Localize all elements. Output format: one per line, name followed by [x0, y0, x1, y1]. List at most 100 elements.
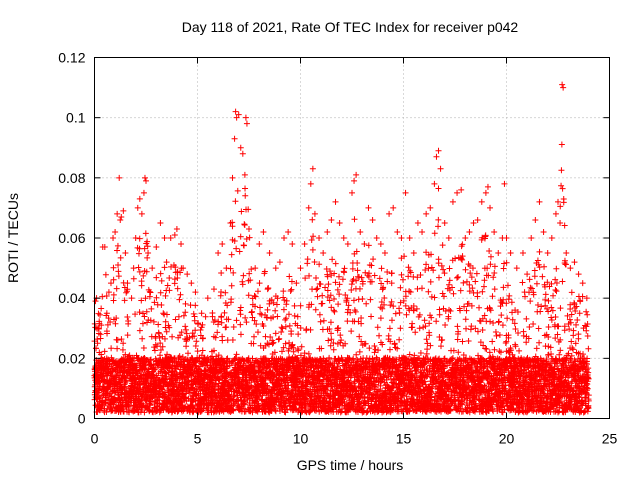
data-point-marker	[137, 373, 144, 380]
data-point-marker	[124, 332, 131, 339]
data-point-marker	[139, 320, 146, 327]
data-point-marker	[219, 333, 226, 340]
data-point-marker	[147, 402, 154, 409]
data-point-marker	[158, 301, 165, 308]
data-point-marker	[233, 317, 240, 324]
data-point-marker	[183, 330, 190, 337]
data-point-marker	[392, 310, 399, 317]
data-point-marker	[190, 310, 197, 317]
data-point-marker	[143, 268, 150, 275]
data-point-marker	[254, 329, 261, 336]
data-point-marker	[105, 315, 112, 322]
data-point-marker	[155, 330, 162, 337]
data-point-marker	[435, 223, 442, 230]
data-point-marker	[251, 333, 258, 340]
data-point-marker	[154, 343, 161, 350]
data-point-marker	[182, 309, 189, 316]
data-point-marker	[406, 267, 413, 274]
data-point-marker	[317, 281, 324, 288]
data-point-marker	[114, 337, 121, 344]
data-point-marker	[218, 270, 225, 277]
data-point-marker	[319, 300, 326, 307]
data-point-marker	[257, 310, 264, 317]
data-point-marker	[228, 251, 235, 258]
data-point-marker	[113, 285, 120, 292]
data-point-marker	[202, 313, 209, 320]
data-point-marker	[387, 302, 394, 309]
data-point-marker	[324, 287, 331, 294]
data-point-marker	[431, 294, 438, 301]
data-points	[91, 81, 592, 416]
data-point-marker	[144, 243, 151, 250]
data-point-marker	[280, 288, 287, 295]
data-point-marker	[191, 357, 198, 364]
data-point-marker	[312, 306, 319, 313]
data-point-marker	[191, 333, 198, 340]
data-point-marker	[172, 316, 179, 323]
data-point-marker	[176, 296, 183, 303]
data-point-marker	[431, 230, 438, 237]
data-point-marker	[136, 245, 143, 252]
data-point-marker	[163, 373, 170, 380]
data-point-marker	[153, 274, 160, 281]
data-point-marker	[115, 273, 122, 280]
data-point-marker	[242, 192, 249, 199]
data-point-marker	[272, 307, 279, 314]
data-point-marker	[344, 318, 351, 325]
data-point-marker	[156, 394, 163, 401]
data-point-marker	[269, 340, 276, 347]
data-point-marker	[103, 408, 110, 415]
data-point-marker	[140, 272, 147, 279]
data-point-marker	[349, 265, 356, 272]
data-point-marker	[313, 274, 320, 281]
data-point-marker	[291, 302, 298, 309]
data-point-marker	[237, 304, 244, 311]
data-point-marker	[426, 320, 433, 327]
data-point-marker	[135, 264, 142, 271]
data-point-marker	[176, 379, 183, 386]
data-point-marker	[166, 287, 173, 294]
data-point-marker	[136, 309, 143, 316]
data-point-marker	[143, 308, 150, 315]
data-point-marker	[303, 326, 310, 333]
data-point-marker	[386, 346, 393, 353]
data-point-marker	[365, 242, 372, 249]
data-point-marker	[110, 276, 117, 283]
data-point-marker	[416, 325, 423, 332]
data-point-marker	[331, 308, 338, 315]
data-point-marker	[330, 296, 337, 303]
data-point-marker	[197, 408, 204, 415]
data-point-marker	[396, 305, 403, 312]
data-point-marker	[370, 256, 377, 263]
data-point-marker	[275, 336, 282, 343]
data-point-marker	[358, 315, 365, 322]
data-point-marker	[114, 247, 121, 254]
data-point-marker	[141, 313, 148, 320]
data-point-marker	[107, 318, 114, 325]
data-point-marker	[356, 348, 363, 355]
data-point-marker	[371, 272, 378, 279]
data-point-marker	[164, 282, 171, 289]
data-point-marker	[161, 264, 168, 271]
data-point-marker	[177, 332, 184, 339]
data-point-marker	[376, 332, 383, 339]
data-point-marker	[136, 235, 143, 242]
data-point-marker	[140, 310, 147, 317]
data-point-marker	[95, 387, 102, 394]
data-point-marker	[144, 238, 151, 245]
data-point-marker	[110, 291, 117, 298]
data-point-marker	[320, 317, 327, 324]
data-point-marker	[286, 322, 293, 329]
data-point-marker	[228, 282, 235, 289]
data-point-marker	[237, 321, 244, 328]
data-point-marker	[242, 185, 249, 192]
data-point-marker	[308, 237, 315, 244]
data-point-marker	[161, 335, 168, 342]
data-point-marker	[182, 326, 189, 333]
data-point-marker	[229, 336, 236, 343]
data-point-marker	[171, 276, 178, 283]
data-point-marker	[417, 350, 424, 357]
data-point-marker	[249, 308, 256, 315]
data-point-marker	[108, 345, 115, 352]
data-point-marker	[101, 348, 108, 355]
